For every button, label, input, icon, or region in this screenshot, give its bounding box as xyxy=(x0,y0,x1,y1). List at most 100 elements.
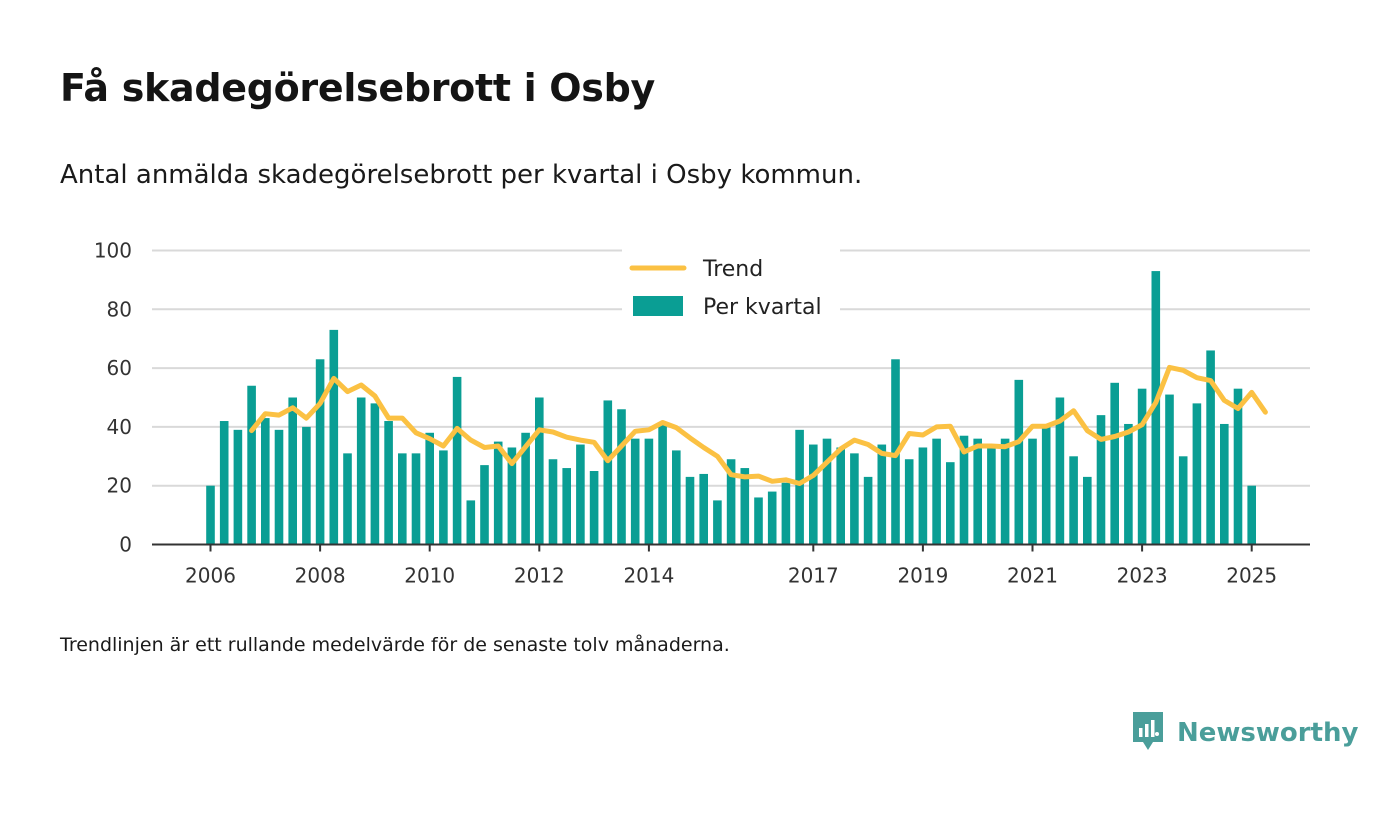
bar xyxy=(713,500,722,545)
bar xyxy=(946,462,955,545)
bar xyxy=(521,432,530,545)
bar xyxy=(1247,485,1256,545)
bar xyxy=(987,447,996,545)
bar xyxy=(548,459,558,545)
bar xyxy=(480,465,489,545)
x-tick-label: 2014 xyxy=(623,564,674,588)
bar xyxy=(329,329,339,545)
bar xyxy=(219,421,229,545)
x-tick-label: 2025 xyxy=(1226,564,1277,588)
bar xyxy=(1151,271,1161,545)
bar xyxy=(1041,426,1051,545)
bar xyxy=(1165,394,1174,545)
bar xyxy=(576,444,585,545)
bar xyxy=(1233,388,1243,545)
y-tick-label: 80 xyxy=(107,297,132,321)
bar xyxy=(740,468,750,545)
x-tick-label: 2021 xyxy=(1007,564,1058,588)
x-axis-ticks: 2006 2008 2010 2012 2014 2017 2019 2021 2023 2025 xyxy=(185,544,1277,588)
x-tick-label: 2006 xyxy=(185,564,236,588)
bar xyxy=(767,491,777,545)
bar xyxy=(959,435,969,545)
y-tick-label: 0 xyxy=(119,533,132,557)
legend: Trend Per kvartal xyxy=(622,248,840,322)
bar xyxy=(507,447,517,545)
bar xyxy=(1069,456,1078,545)
bar xyxy=(1220,423,1229,545)
bar xyxy=(315,359,325,545)
bar xyxy=(836,447,845,545)
bar xyxy=(658,423,667,545)
bar xyxy=(1206,350,1215,545)
bar xyxy=(343,453,352,545)
trend-line xyxy=(249,364,1268,486)
bar xyxy=(973,438,982,545)
bar xyxy=(781,482,791,545)
bar xyxy=(274,429,284,545)
bar xyxy=(850,453,859,545)
bar xyxy=(1178,456,1188,545)
chart-subtitle: Antal anmälda skadegörelsebrott per kvar… xyxy=(60,160,863,190)
bar xyxy=(603,400,613,545)
y-tick-label: 20 xyxy=(107,474,132,498)
bar xyxy=(247,385,256,545)
bar xyxy=(356,397,366,545)
bar xyxy=(206,485,215,545)
bar xyxy=(1014,379,1024,545)
bar xyxy=(1000,438,1010,545)
x-tick-label: 2010 xyxy=(404,564,455,588)
bar xyxy=(384,421,393,545)
bar xyxy=(398,453,407,545)
bar xyxy=(1028,438,1037,545)
bar xyxy=(1192,403,1202,545)
brand-name: Newsworthy xyxy=(1177,718,1359,748)
x-tick-label: 2017 xyxy=(788,564,839,588)
bar xyxy=(589,471,599,545)
bar xyxy=(493,441,503,545)
y-tick-label: 60 xyxy=(107,356,132,380)
bar xyxy=(822,438,832,545)
bar xyxy=(1137,388,1147,545)
y-axis-ticks: 0 20 40 60 80 100 xyxy=(94,239,132,557)
bar xyxy=(1083,476,1092,545)
bar xyxy=(411,453,421,545)
bar xyxy=(370,403,380,545)
bar xyxy=(795,429,804,545)
x-tick-label: 2023 xyxy=(1117,564,1168,588)
bar xyxy=(932,438,941,545)
chart-area: 0 20 40 60 80 100 2006 2008 2010 2012 2014 2017 201… xyxy=(94,239,1310,588)
bar xyxy=(562,468,571,545)
bar xyxy=(918,447,928,545)
bar xyxy=(863,476,873,545)
bar xyxy=(439,450,448,545)
bar xyxy=(261,418,270,545)
newsworthy-logo-icon xyxy=(1131,710,1165,756)
y-tick-label: 100 xyxy=(94,239,132,263)
bar xyxy=(726,459,736,545)
x-tick-label: 2012 xyxy=(514,564,565,588)
bar xyxy=(535,397,544,545)
bar xyxy=(1055,397,1065,545)
bar xyxy=(233,429,243,545)
legend-bar-label: Per kvartal xyxy=(703,295,822,320)
bar xyxy=(877,444,887,545)
x-tick-label: 2019 xyxy=(897,564,948,588)
chart-title: Få skadegörelsebrott i Osby xyxy=(60,66,656,110)
bar xyxy=(466,500,476,545)
bar xyxy=(904,459,914,545)
brand[interactable]: Newsworthy xyxy=(1131,711,1358,755)
footnote: Trendlinjen är ett rullande medelvärde f… xyxy=(60,634,730,656)
bar xyxy=(672,450,681,545)
bar xyxy=(617,409,626,545)
bar xyxy=(288,397,297,545)
bar xyxy=(425,432,434,545)
bar xyxy=(699,473,708,545)
bar xyxy=(754,497,763,545)
bar xyxy=(452,376,462,545)
y-tick-label: 40 xyxy=(107,415,132,439)
bar xyxy=(1096,415,1106,545)
bar xyxy=(1124,423,1133,545)
legend-trend-label: Trend xyxy=(702,257,763,282)
x-tick-label: 2008 xyxy=(295,564,346,588)
bar xyxy=(302,426,311,545)
